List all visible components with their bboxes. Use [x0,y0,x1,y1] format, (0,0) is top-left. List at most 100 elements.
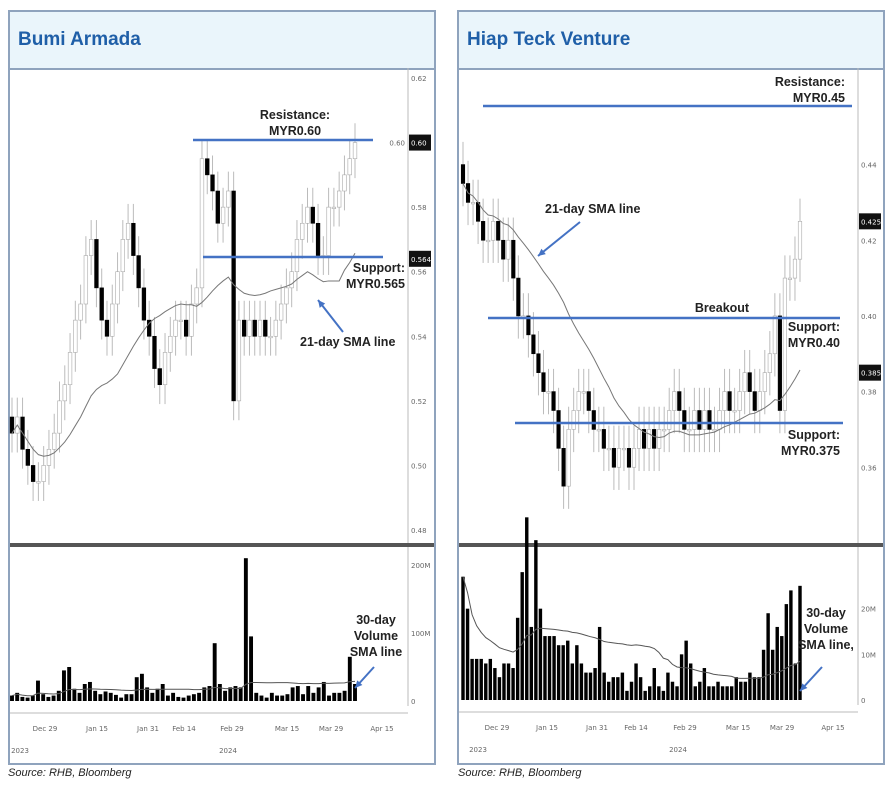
last-price-label: 0.60 [411,140,427,148]
last-price-marker [859,213,881,230]
volume-bar [493,668,497,700]
volume-bar [743,681,748,700]
volume-bar [515,617,520,700]
candle [136,255,141,289]
title-bar: Bumi Armada [10,12,434,70]
title-bar: Hiap Teck Venture [459,12,883,70]
candle [242,319,247,337]
volume-bar [739,681,743,700]
volume-bar [108,692,113,701]
candle [162,352,168,386]
volume-bar [347,656,352,701]
candle [30,465,36,482]
volume-bar [652,668,656,700]
volume-bar [461,576,465,700]
price-tick-label: 0.42 [861,237,877,245]
arrow-line [537,221,581,257]
candle [273,319,278,337]
candle [642,429,647,449]
volume-tick-label: 0 [861,697,865,705]
candle [331,206,337,209]
candle [596,429,601,432]
volume-bar [474,658,479,700]
volume-bar [584,672,588,700]
candle [173,319,178,337]
candle [247,319,252,337]
volume-bar [716,681,720,700]
volume-bar [264,697,269,701]
time-tick-label: Mar 15 [275,725,299,733]
volume-bar [67,667,72,701]
volume-bar [670,681,675,700]
volume-bar [566,640,570,700]
volume-bar [752,677,757,700]
volume-bar [547,636,552,700]
resistance-label: Resistance: [775,75,845,89]
volume-bar [543,636,547,700]
volume-bar [238,687,243,701]
candle [672,391,677,411]
breakout-label: Breakout [695,301,750,315]
volume-bar [10,695,14,701]
volume-sma-annotation: SMA line, [798,638,854,652]
volume-bar [556,645,561,700]
price-tick-label: 0.36 [861,464,877,472]
candle [707,410,712,430]
candle [531,334,536,355]
candle [120,239,125,273]
candle [110,303,115,337]
arrow-head-icon [355,680,363,688]
candle [147,319,152,337]
candle [257,319,263,337]
last-price-marker [409,134,431,151]
candle [712,429,717,432]
volume-bar [552,636,556,700]
candle [792,258,798,279]
volume-bar [625,690,629,700]
volume-bar [77,692,82,701]
volume-bar [202,687,207,701]
candle [551,391,556,411]
bumi-armada-panel: Bumi Armada [8,10,436,765]
support-value: MYR0.375 [781,444,840,458]
volume-bar [570,663,575,700]
volume-bar [502,663,506,700]
candle [586,391,591,411]
candle [183,319,189,337]
volume-bar [675,686,679,700]
candle [326,206,331,256]
volume-bar [171,692,176,701]
volume-bar [306,686,311,701]
volume-bar [82,684,87,701]
arrow-head-icon [318,300,326,308]
candle [104,319,110,337]
candle [687,429,692,432]
candle [606,448,611,451]
volume-bar [525,517,529,700]
candle [305,206,310,224]
volume-bar [25,697,30,701]
volume-bar [249,636,254,701]
candle [131,222,136,256]
volume-bar [98,694,103,701]
volume-bar [93,690,98,701]
volume-bar [561,645,565,700]
sma-annotation: 21-day SMA line [300,335,395,349]
volume-bar [579,663,584,700]
volume-bar [657,686,661,700]
volume-bar [311,692,316,701]
candle [616,448,621,468]
candle [777,315,782,411]
volume-bar [620,672,625,700]
volume-bar [520,572,524,700]
price-tick-label: 0.62 [411,75,427,83]
hiap-teck-panel: Hiap Teck Venture [457,10,885,765]
candle [62,384,67,402]
arrow-head-icon [538,248,546,256]
candle [268,335,273,339]
volume-bar [56,690,61,701]
candle [41,465,46,482]
volume-tick-label: 10M [861,651,876,659]
volume-bar [707,686,711,700]
candle [576,391,581,411]
